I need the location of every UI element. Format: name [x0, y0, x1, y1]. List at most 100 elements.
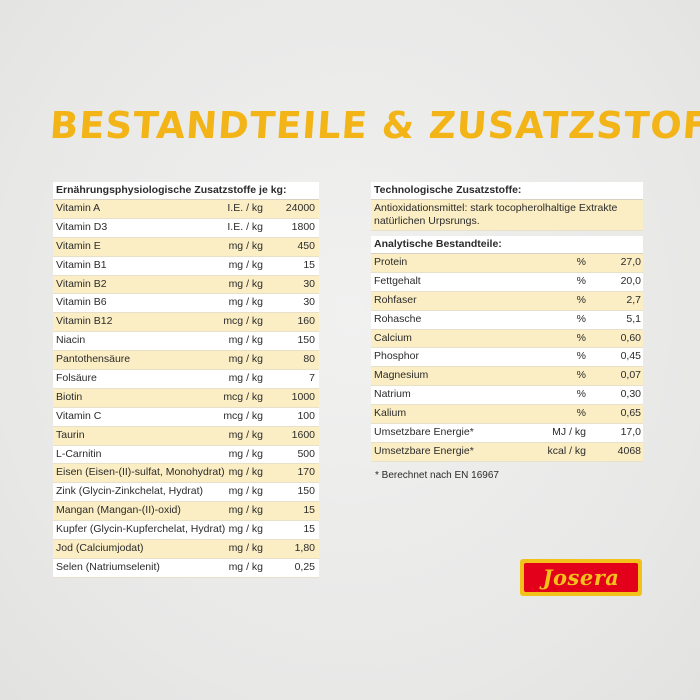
- row-unit: %: [576, 331, 586, 344]
- row-unit: mg / kg: [228, 466, 263, 479]
- row-unit: mg / kg: [228, 504, 263, 517]
- row-unit: mg / kg: [228, 258, 263, 271]
- row-value: 150: [297, 485, 315, 498]
- table-row: Vitamin B2 mg / kg 30: [53, 275, 319, 295]
- row-name: Vitamin D3: [56, 220, 108, 233]
- row-value: 100: [297, 409, 315, 422]
- row-name: Jod (Calciumjodat): [56, 542, 144, 555]
- table-row: Jod (Calciumjodat) mg / kg 1,80: [53, 540, 319, 559]
- row-value: 15: [303, 504, 315, 517]
- row-name: Vitamin B6: [56, 296, 107, 309]
- row-value: 17,0: [620, 426, 641, 439]
- row-name: Folsäure: [56, 372, 97, 385]
- table-row: Magnesium% 0,07: [371, 367, 643, 387]
- row-value: 1800: [291, 220, 315, 233]
- footnote: * Berechnet nach EN 16967: [375, 470, 499, 481]
- row-value: 450: [297, 239, 315, 252]
- row-value: 0,65: [620, 407, 641, 420]
- table-row: Natrium% 0,30: [371, 386, 643, 406]
- table-row: Vitamin D3 I.E. / kg 1800: [53, 219, 319, 238]
- table-row: Niacin mg / kg 150: [53, 332, 319, 352]
- row-value: 30: [303, 277, 315, 290]
- row-name: Selen (Natriumselenit): [56, 560, 160, 573]
- row-name: Phosphor: [374, 350, 419, 363]
- row-name: Umsetzbare Energie*: [374, 426, 474, 439]
- row-value: 1600: [291, 428, 315, 441]
- table-row: Vitamin E mg / kg 450: [53, 237, 319, 257]
- row-unit: %: [576, 274, 586, 287]
- row-name: Vitamin C: [56, 409, 102, 422]
- table-row: Vitamin C mcg / kg 100: [53, 408, 319, 427]
- row-unit: I.E. / kg: [227, 220, 263, 233]
- row-unit: mg / kg: [228, 372, 263, 385]
- row-value: 0,30: [620, 388, 641, 401]
- row-name: Niacin: [56, 334, 86, 347]
- nutrition-table-header: Ernährungsphysiologische Zusatzstoffe je…: [53, 182, 319, 200]
- table-row: Vitamin B6 mg / kg 30: [53, 294, 319, 314]
- technological-text: Antioxidationsmittel: stark tocopherolha…: [371, 200, 643, 231]
- row-name: Umsetzbare Energie*: [374, 444, 474, 457]
- row-name: Rohfaser: [374, 293, 417, 306]
- row-value: 30: [303, 296, 315, 309]
- table-row: Phosphor% 0,45: [371, 348, 643, 368]
- row-value: 27,0: [620, 256, 641, 268]
- logo-badge: Josera: [524, 563, 638, 592]
- row-unit: mg / kg: [228, 523, 263, 536]
- row-unit: mg / kg: [228, 542, 263, 555]
- table-row: L-Carnitin mg / kg 500: [53, 446, 319, 465]
- row-unit: MJ / kg: [552, 426, 586, 439]
- row-value: 1000: [291, 390, 315, 403]
- row-unit: mg / kg: [228, 334, 263, 347]
- table-row: Selen (Natriumselenit) mg / kg 0,25: [53, 559, 319, 578]
- table-row: Eisen (Eisen-(II)-sulfat, Monohydrat) mg …: [53, 464, 319, 484]
- row-name: Magnesium: [374, 369, 429, 382]
- row-value: 7: [309, 372, 315, 385]
- row-name: Vitamin E: [56, 239, 101, 252]
- row-value: 170: [297, 466, 315, 479]
- logo-text: Josera: [542, 565, 620, 590]
- row-unit: %: [576, 312, 586, 325]
- row-value: 5,1: [626, 312, 641, 325]
- row-name: Zink (Glycin-Zinkchelat, Hydrat): [56, 485, 204, 498]
- table-row: Vitamin B1 mg / kg 15: [53, 257, 319, 276]
- row-value: 24000: [285, 202, 315, 214]
- row-value: 2,7: [626, 293, 641, 306]
- row-value: 0,25: [294, 560, 315, 573]
- table-row: Biotin mcg / kg 1000: [53, 388, 319, 408]
- row-value: 0,60: [620, 331, 641, 344]
- row-name: Kalium: [374, 407, 407, 420]
- row-unit: %: [576, 407, 586, 420]
- row-value: 20,0: [620, 274, 641, 287]
- row-name: Calcium: [374, 331, 412, 344]
- table-row: Pantothensäure mg / kg 80: [53, 351, 319, 371]
- table-row: Folsäure mg / kg 7: [53, 370, 319, 389]
- row-name: Fettgehalt: [374, 274, 421, 287]
- row-name: L-Carnitin: [56, 447, 102, 460]
- row-value: 80: [303, 353, 315, 366]
- table-row: Vitamin A I.E. / kg 24000: [53, 200, 319, 219]
- table-row: Rohfaser% 2,7: [371, 291, 643, 311]
- technological-table: Technologische Zusatzstoffe: Antioxidati…: [371, 182, 643, 231]
- row-unit: mg / kg: [228, 353, 263, 366]
- table-row: Fettgehalt% 20,0: [371, 273, 643, 292]
- row-value: 4068: [617, 444, 641, 457]
- table-row: Taurin mg / kg 1600: [53, 426, 319, 446]
- row-name: Natrium: [374, 388, 411, 401]
- row-name: Eisen (Eisen-(II)-sulfat, Monohydrat): [56, 466, 225, 479]
- row-unit: mg / kg: [228, 447, 263, 460]
- row-unit: mg / kg: [228, 296, 263, 309]
- table-row: Zink (Glycin-Zinkchelat, Hydrat) mg / kg 1…: [53, 483, 319, 503]
- row-value: 500: [297, 447, 315, 460]
- row-unit: I.E. / kg: [227, 202, 263, 214]
- row-value: 15: [303, 258, 315, 271]
- row-name: Rohasche: [374, 312, 422, 325]
- row-unit: mcg / kg: [223, 315, 263, 328]
- row-name: Vitamin B12: [56, 315, 113, 328]
- row-unit: mcg / kg: [223, 409, 263, 422]
- row-unit: %: [576, 293, 586, 306]
- row-unit: mcg / kg: [223, 390, 263, 403]
- row-name: Vitamin A: [56, 202, 101, 214]
- row-name: Vitamin B1: [56, 258, 107, 271]
- row-name: Kupfer (Glycin-Kupferchelat, Hydrat): [56, 523, 226, 536]
